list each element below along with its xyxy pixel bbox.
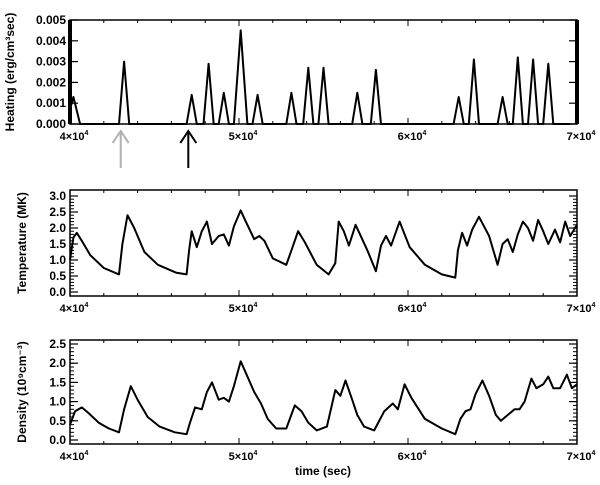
- temperature-y-minor-ticks: [70, 195, 577, 293]
- density-curve: [69, 360, 578, 436]
- y-tick-label: 1.5: [49, 237, 66, 251]
- arrow-icon: [111, 129, 130, 168]
- x-axis-label: time (sec): [295, 464, 351, 478]
- heating-x-ticks: [69, 20, 578, 124]
- y-tick-label: 0.0: [49, 433, 66, 447]
- temperature-panel: Temperature (MK) 0.0 0.5 1.0 1.5 2.0 2.5 3.0 4…: [15, 189, 595, 315]
- data-line: [69, 29, 571, 125]
- y-tick-label: 2.0: [49, 221, 66, 235]
- event-arrows: [111, 129, 198, 168]
- density-x-tick-labels: 4×104 5×104 6×104 7×104: [60, 450, 596, 463]
- x-tick-label: 5×104: [229, 130, 258, 143]
- heating-right-axis-bar: [575, 20, 579, 124]
- heating-x-tick-labels: 4×104 5×104 6×104 7×104: [60, 130, 596, 143]
- y-tick-label: 3.0: [49, 189, 66, 203]
- x-tick-label: 4×104: [60, 130, 89, 143]
- x-tick-label: 6×104: [398, 450, 427, 463]
- y-tick-label: 1.0: [49, 395, 66, 409]
- y-tick-label: 0.002: [36, 75, 66, 89]
- arrow-icon: [179, 129, 198, 168]
- density-y-minor-ticks: [70, 343, 577, 441]
- y-tick-label: 2.5: [49, 205, 66, 219]
- density-x-ticks: [69, 340, 578, 444]
- y-tick-label: 0.004: [36, 34, 66, 48]
- temperature-y-axis-label: Temperature (MK): [15, 192, 29, 294]
- y-tick-label: 2.0: [49, 356, 66, 370]
- temperature-x-ticks: [69, 190, 578, 296]
- y-tick-label: 2.5: [49, 337, 66, 351]
- heating-panel: Heating (erg/cm³sec) 0.0000.0010.0020.00…: [3, 13, 595, 143]
- temperature-curve: [69, 209, 578, 279]
- x-tick-label: 6×104: [398, 130, 427, 143]
- y-tick-label: 1.5: [49, 375, 66, 389]
- x-tick-label: 7×104: [567, 302, 596, 315]
- temperature-y-tick-labels: 0.0 0.5 1.0 1.5 2.0 2.5 3.0: [49, 189, 577, 299]
- x-tick-label: 4×104: [60, 450, 89, 463]
- x-tick-label: 7×104: [567, 130, 596, 143]
- density-panel: Density (10⁹cm⁻³) 0.0 0.5 1.0 1.5 2.0 2.5 4×1…: [15, 337, 595, 463]
- y-tick-label: 0.005: [36, 13, 66, 27]
- heating-y-tick-labels: 0.000 0.001 0.002 0.003 0.004 0.005: [36, 13, 577, 131]
- heating-left-axis-bar: [68, 20, 72, 124]
- density-y-tick-labels: 0.0 0.5 1.0 1.5 2.0 2.5: [49, 337, 577, 447]
- data-line: [69, 209, 578, 279]
- y-tick-label: 0.000: [36, 117, 66, 131]
- data-line: [69, 360, 578, 436]
- temperature-x-tick-labels: 4×104 5×104 6×104 7×104: [60, 302, 596, 315]
- heating-curve: [69, 29, 571, 125]
- heating-y-axis-label: Heating (erg/cm³sec): [3, 13, 17, 132]
- y-tick-label: 0.003: [36, 55, 66, 69]
- x-tick-label: 5×104: [229, 302, 258, 315]
- temperature-plot-frame: [69, 189, 578, 297]
- y-tick-label: 0.5: [49, 269, 66, 283]
- x-tick-label: 4×104: [60, 302, 89, 315]
- x-tick-label: 7×104: [567, 450, 596, 463]
- y-tick-label: 1.0: [49, 253, 66, 267]
- x-tick-label: 6×104: [398, 302, 427, 315]
- y-tick-label: 0.001: [36, 96, 66, 110]
- y-tick-label: 0.0: [49, 285, 66, 299]
- density-y-axis-label: Density (10⁹cm⁻³): [15, 341, 29, 442]
- density-plot-frame: [69, 339, 578, 445]
- x-tick-label: 5×104: [229, 450, 258, 463]
- y-tick-label: 0.5: [49, 414, 66, 428]
